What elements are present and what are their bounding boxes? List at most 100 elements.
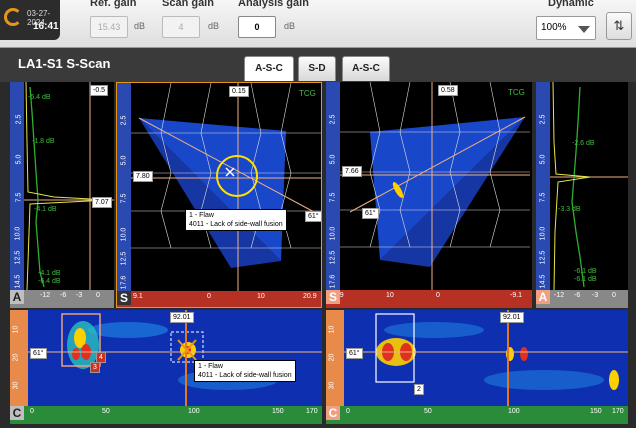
db-label: -4.1 dB [34,206,57,213]
x-tick: 50 [424,408,432,415]
index-ruler-s-left [117,291,321,307]
sort-button[interactable]: ⇅ [606,12,632,40]
amplitude-ruler-right [536,290,628,308]
tab-s-d[interactable]: S-D [298,56,336,81]
dynamic-value: 100% [541,22,567,33]
db-label: -2.6 dB [572,140,595,147]
amp-tick: 0 [96,292,100,299]
y-tick: 10 [328,325,336,334]
c-scan-right-panel[interactable]: 10 20 30 61° 92.01 2 0 50 100 150 170 C [326,310,628,424]
y-tick: 20 [328,353,336,362]
panel-letter-c: C [10,406,24,420]
tcg-indicator: TCG [299,89,316,98]
depth-tick: 7.5 [539,192,547,203]
tab-a-s-c-right[interactable]: A-S-C [342,56,390,81]
depth-tick: 2.5 [539,114,547,125]
ref-gain-label: Ref. gain [90,0,137,9]
db-label: -6.1 dB [574,276,597,283]
tab-a-s-c-left[interactable]: A-S-C [244,56,294,81]
depth-tick: 2.5 [329,114,337,125]
panel-letter-a: A [10,290,24,304]
x-tick: 100 [508,408,520,415]
c-scan-left-panel[interactable]: 10 20 30 61° 92.01 3 4 1 - Flaw 4011 - L… [10,310,322,424]
depth-tick: 7.5 [329,192,337,203]
s-right-angle-value: 61° [362,208,379,219]
panel-letter-s-right: S [326,290,340,304]
x-tick: 50 [102,408,110,415]
db-label: -6.4 dB [38,278,61,285]
depth-tick: 17.6 [120,275,128,290]
panel-letter-s: S [117,291,131,305]
flaw-callout[interactable]: 1 - Flaw 4011 - Lack of side-wall fusion [185,209,287,231]
depth-tick: 14.5 [14,274,22,289]
c-right-position-value: 92.01 [500,312,524,323]
flaw-marker[interactable]: 3 [90,362,100,373]
s-scan-right-panel[interactable]: 2.5 5.0 7.5 10.0 12.5 17.6 0.58 7.66 61°… [326,82,532,308]
flaw-marker[interactable]: 2 [414,384,424,395]
depth-tick: 12.5 [14,250,22,265]
depth-tick: 10.0 [539,226,547,241]
time-label: 16:41 [33,21,59,32]
x-tick: 0 [436,292,440,299]
depth-tick: 5.0 [539,154,547,165]
scan-gain-unit: dB [208,21,220,31]
c-left-angle-value: 61° [30,348,47,359]
y-tick: 10 [12,325,20,334]
depth-ruler-a-right [536,82,550,290]
c-left-position-value: 92.01 [170,312,194,323]
x-tick: 150 [590,408,602,415]
scan-gain-field[interactable]: 4 [162,16,200,38]
status-widget: 03-27-2024 16:41 [0,0,60,40]
db-label: -4.1 dB [38,270,61,277]
s-left-cursor-value: 7.80 [133,171,153,182]
ref-gain-field[interactable]: 15.43 [90,16,128,38]
x-tick: 10 [386,292,394,299]
dynamic-label: Dynamic [548,0,594,9]
position-ruler-c-right [326,406,628,424]
depth-ruler-left [10,82,24,290]
a-scan-left-plot [24,82,114,290]
analysis-gain-label: Analysis gain [238,0,309,9]
flaw-description: 4011 - Lack of side-wall fusion [189,221,283,228]
amp-tick: -6 [60,292,67,299]
depth-tick: 12.5 [329,250,337,265]
top-toolbar: 03-27-2024 16:41 Ref. gain 15.43 dB Scan… [0,0,636,48]
y-tick: 20 [12,353,20,362]
a-scan-right-panel[interactable]: 2.5 5.0 7.5 10.0 12.5 14.5 -2.6 dB -3.3 … [536,82,628,308]
analysis-gain-field[interactable]: 0 [238,16,276,38]
x-tick: 0 [207,293,211,300]
index-ruler-s-right [326,290,532,308]
depth-tick: 12.5 [120,251,128,266]
depth-ruler-s-left [117,83,131,291]
flaw-marker[interactable]: 4 [96,352,106,363]
x-tick: 9.1 [133,293,143,300]
depth-ruler-s-right [326,82,340,290]
depth-tick: 10.0 [14,226,22,241]
scan-ruler-c-right [326,310,344,406]
depth-tick: 7.5 [120,193,128,204]
c-right-angle-value: 61° [346,348,363,359]
s-scan-left-panel[interactable]: 2.5 5.0 7.5 10.0 12.5 17.6 0.15 7.80 [116,82,322,308]
dynamic-select[interactable]: 100% [536,16,596,40]
depth-tick: 5.0 [329,154,337,165]
amp-tick: -3 [592,292,599,299]
x-tick: 100 [188,408,200,415]
flaw-title: 1 - Flaw [198,363,223,370]
depth-tick: 5.0 [15,154,23,165]
ref-gain-unit: dB [134,21,146,31]
x-tick: 0 [346,408,350,415]
amp-tick: -12 [40,292,51,299]
amp-tick: -3 [76,292,83,299]
s-right-top-value: 0.58 [438,85,458,96]
depth-tick: 10.0 [120,227,128,242]
chevron-down-icon [578,26,590,33]
db-label: -5.4 dB [28,94,51,101]
flaw-callout[interactable]: 1 - Flaw 4011 - Lack of side-wall fusion [194,360,296,382]
x-tick: 20.9 [303,293,317,300]
a-scan-left-panel[interactable]: 2.5 5.0 7.5 10.0 12.5 14.5 -0.5 7.07 -5.… [10,82,114,308]
depth-tick: 10.0 [329,226,337,241]
s-scan-right-plot [340,82,530,290]
panel-letter-c-right: C [326,406,340,420]
view-header: LA1-S1 S-Scan A-S-C S-D A-S-C [0,48,636,82]
s-right-cursor-value: 7.66 [342,166,362,177]
